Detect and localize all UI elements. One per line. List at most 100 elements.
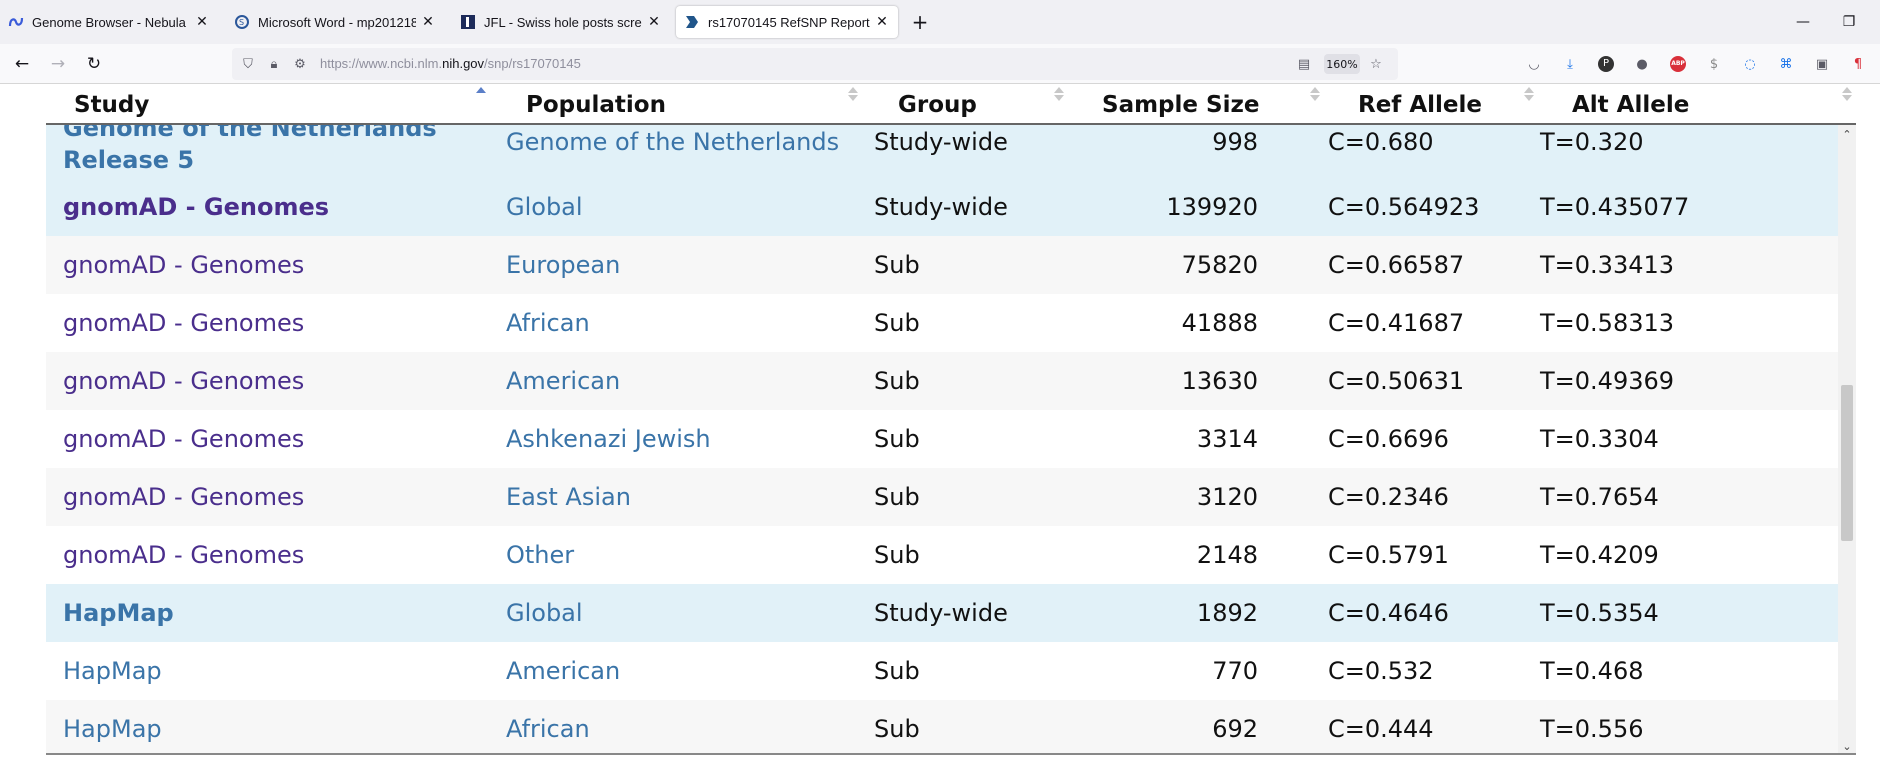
alt-allele-cell: T=0.556 <box>1540 715 1644 743</box>
url-path: /snp/rs17070145 <box>484 56 581 71</box>
svg-text:S: S <box>239 18 244 27</box>
group-cell: Sub <box>874 715 920 743</box>
nebula-icon <box>8 17 24 27</box>
word-icon: S <box>235 15 249 29</box>
sample-size-cell: 2148 <box>1196 541 1258 569</box>
study-link[interactable]: gnomAD - Genomes <box>63 541 305 569</box>
sort-icon[interactable] <box>846 85 858 125</box>
restore-icon[interactable]: ❐ <box>1842 14 1856 30</box>
sample-size-cell: 41888 <box>1181 309 1258 337</box>
permissions-icon[interactable]: ⚙ <box>294 56 306 72</box>
url-text[interactable]: https://www.ncbi.nlm.nih.gov/snp/rs17070… <box>320 56 581 71</box>
tab-refsnp[interactable]: rs17070145 RefSNP Report - dbS ✕ <box>676 6 898 38</box>
study-link[interactable]: HapMap <box>63 657 162 685</box>
header-population[interactable]: Population <box>526 92 666 118</box>
header-group[interactable]: Group <box>898 92 977 118</box>
population-link[interactable]: Global <box>506 599 583 627</box>
alt-allele-cell: T=0.435077 <box>1540 193 1690 221</box>
tab-nebula[interactable]: Genome Browser - Nebula Geno ✕ <box>0 6 218 38</box>
population-link[interactable]: Other <box>506 541 575 569</box>
frequency-table: Genome of the Netherlands Release 5 Genom… <box>46 85 1856 755</box>
close-icon[interactable]: ✕ <box>196 14 208 30</box>
alt-allele-cell: T=0.49369 <box>1540 367 1675 395</box>
extension-s-icon[interactable]: $ <box>1709 56 1719 72</box>
shield-icon[interactable]: ⛉ <box>243 56 253 72</box>
header-alt-allele[interactable]: Alt Allele <box>1572 92 1690 118</box>
translate-icon[interactable]: ⌘ <box>1779 56 1793 72</box>
extension-box-icon[interactable]: ▣ <box>1815 56 1829 72</box>
ref-allele-cell: C=0.4646 <box>1328 599 1449 627</box>
header-ref-allele[interactable]: Ref Allele <box>1358 92 1482 118</box>
new-tab-button[interactable]: + <box>911 10 929 34</box>
population-link[interactable]: African <box>506 715 590 743</box>
sort-icon[interactable] <box>1052 85 1064 125</box>
study-link[interactable]: HapMap <box>63 599 174 627</box>
extension-p-icon[interactable]: P <box>1596 54 1616 74</box>
adblock-icon[interactable]: ABP <box>1668 54 1688 74</box>
population-link[interactable]: American <box>506 367 621 395</box>
table-scrollbar[interactable]: ⌃ ⌄ <box>1838 125 1856 753</box>
sample-size-cell: 692 <box>1212 715 1258 743</box>
chat-icon[interactable]: ◌ <box>1744 56 1756 72</box>
study-link[interactable]: gnomAD - Genomes <box>63 367 305 395</box>
study-link[interactable]: gnomAD - Genomes <box>63 483 305 511</box>
alt-allele-cell: T=0.468 <box>1540 657 1644 685</box>
table-row: gnomAD - Genomes East Asian Sub 3120 C=0.234… <box>46 468 1838 526</box>
group-cell: Study-wide <box>874 193 1008 221</box>
header-study[interactable]: Study <box>74 92 150 118</box>
zoom-level[interactable]: 160% <box>1324 54 1360 74</box>
close-icon[interactable]: ✕ <box>422 14 434 30</box>
pocket-icon[interactable]: ◡ <box>1528 56 1540 72</box>
sample-size-cell: 3314 <box>1196 425 1258 453</box>
sort-icon[interactable] <box>1522 85 1534 125</box>
address-bar[interactable]: ⛉ 🔒︎ ⚙ https://www.ncbi.nlm.nih.gov/snp/… <box>232 48 1398 80</box>
alt-allele-cell: T=0.3304 <box>1540 425 1659 453</box>
study-link[interactable]: HapMap <box>63 715 162 743</box>
tab-bar: Genome Browser - Nebula Geno ✕ S Microso… <box>0 0 1880 44</box>
population-link[interactable]: Ashkenazi Jewish <box>506 425 711 453</box>
sample-size-cell: 75820 <box>1181 251 1258 279</box>
extension-cookie-icon[interactable]: ● <box>1636 56 1648 72</box>
back-arrow-icon[interactable]: ← <box>14 54 30 74</box>
forward-arrow-icon[interactable]: → <box>50 54 66 74</box>
group-cell: Study-wide <box>874 599 1008 627</box>
alt-allele-cell: T=0.4209 <box>1540 541 1659 569</box>
table-row: gnomAD - Genomes Global Study-wide 139920 C=… <box>46 178 1838 236</box>
ref-allele-cell: C=0.5791 <box>1328 541 1449 569</box>
tab-word[interactable]: S Microsoft Word - mp2012184x1. ✕ <box>226 6 444 38</box>
study-link[interactable]: gnomAD - Genomes <box>63 425 305 453</box>
header-sample-size[interactable]: Sample Size <box>1102 92 1260 118</box>
bookmark-star-icon[interactable]: ☆ <box>1370 56 1382 72</box>
tab-jfl[interactable]: JFL - Swiss hole posts screensho ✕ <box>452 6 670 38</box>
reload-icon[interactable]: ↻ <box>86 54 102 74</box>
group-cell: Sub <box>874 657 920 685</box>
population-link[interactable]: African <box>506 309 590 337</box>
close-icon[interactable]: ✕ <box>648 14 660 30</box>
scroll-down-icon[interactable]: ⌄ <box>1842 739 1852 753</box>
minimize-icon[interactable]: — <box>1796 14 1810 30</box>
sort-icon[interactable] <box>1840 85 1852 125</box>
alt-allele-cell: T=0.5354 <box>1540 599 1659 627</box>
sample-size-cell: 13630 <box>1181 367 1258 395</box>
extension-red-icon[interactable]: ¶ <box>1853 56 1863 72</box>
population-link[interactable]: East Asian <box>506 483 631 511</box>
population-link[interactable]: American <box>506 657 621 685</box>
close-icon[interactable]: ✕ <box>876 14 888 30</box>
scroll-up-icon[interactable]: ⌃ <box>1842 127 1852 141</box>
table-row: HapMap Global Study-wide 1892 C=0.4646 T=0.53… <box>46 584 1838 642</box>
population-link[interactable]: European <box>506 251 621 279</box>
sort-icon[interactable] <box>1308 85 1320 125</box>
url-host: nih.gov <box>442 56 485 71</box>
study-link[interactable]: gnomAD - Genomes <box>63 251 305 279</box>
tab-title: JFL - Swiss hole posts screensho <box>484 14 642 30</box>
alt-allele-cell: T=0.58313 <box>1540 309 1675 337</box>
lock-icon[interactable]: 🔒︎ <box>270 56 278 72</box>
reader-view-icon[interactable]: ▤ <box>1297 56 1311 72</box>
population-link[interactable]: Genome of the Netherlands <box>506 128 840 156</box>
population-link[interactable]: Global <box>506 193 583 221</box>
study-link[interactable]: gnomAD - Genomes <box>63 309 305 337</box>
study-link[interactable]: gnomAD - Genomes <box>63 193 330 221</box>
download-icon[interactable]: ⤓ <box>1567 56 1573 72</box>
scroll-thumb[interactable] <box>1841 385 1853 541</box>
sort-ascending-icon[interactable] <box>474 85 486 125</box>
